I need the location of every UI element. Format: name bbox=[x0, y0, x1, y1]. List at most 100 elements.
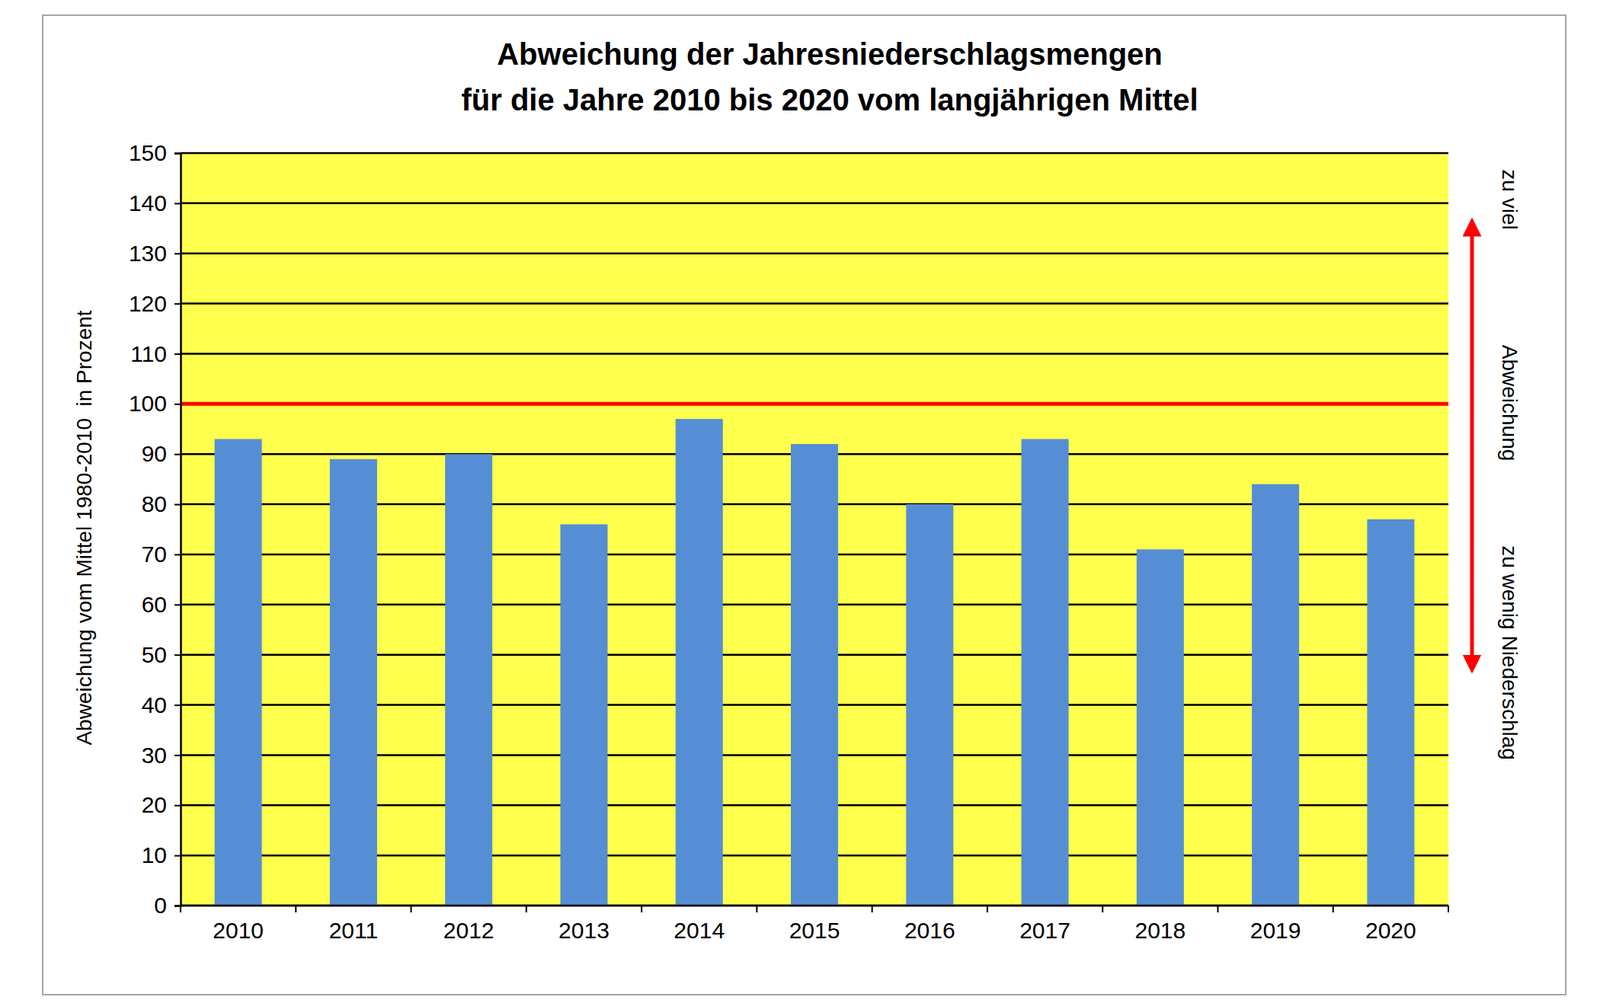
deviation-arrow bbox=[1470, 227, 1475, 665]
y-tick: 40 bbox=[141, 692, 181, 718]
x-tick: 2020 bbox=[1365, 905, 1417, 944]
x-tick-label: 2015 bbox=[789, 918, 841, 944]
y-tick: 80 bbox=[141, 491, 181, 517]
bar bbox=[214, 438, 263, 906]
y-tick-label: 120 bbox=[128, 291, 167, 317]
y-tick: 110 bbox=[130, 341, 181, 367]
y-tick-label: 10 bbox=[141, 842, 167, 868]
grid-line bbox=[180, 403, 1449, 406]
plot-area bbox=[180, 403, 1449, 906]
y-tick-label: 110 bbox=[130, 341, 167, 367]
y-tick-mark bbox=[174, 704, 181, 707]
reference-line bbox=[180, 402, 1449, 407]
annotation: Abweichung bbox=[1497, 345, 1522, 462]
category-separator bbox=[1332, 905, 1335, 913]
category-separator bbox=[640, 905, 643, 913]
x-tick: 2012 bbox=[443, 905, 495, 944]
category-separator bbox=[755, 905, 758, 913]
x-tick: 2016 bbox=[904, 905, 956, 944]
category-separator bbox=[1447, 905, 1450, 913]
y-tick: 130 bbox=[128, 240, 181, 266]
y-tick: 150 bbox=[128, 140, 181, 166]
x-tick: 2014 bbox=[673, 905, 725, 944]
category-separator bbox=[1216, 905, 1219, 913]
grid-line bbox=[180, 152, 1449, 155]
x-tick-label: 2018 bbox=[1134, 918, 1186, 944]
y-tick-label: 80 bbox=[141, 491, 167, 517]
y-tick-mark bbox=[174, 654, 181, 656]
y-tick-label: 140 bbox=[128, 190, 167, 216]
y-tick: 10 bbox=[141, 842, 181, 868]
chart-svg: Abweichung der Jahresniederschlagsmengen… bbox=[0, 0, 1600, 1000]
y-tick-mark bbox=[174, 403, 181, 406]
x-tick-label: 2014 bbox=[673, 918, 725, 944]
chart-title: Abweichung der Jahresniederschlagsmengen… bbox=[460, 37, 1198, 117]
y-tick-mark bbox=[174, 855, 181, 858]
category-separator bbox=[986, 905, 989, 913]
y-tick-label: 50 bbox=[141, 642, 167, 668]
bar bbox=[444, 454, 493, 906]
y-tick-label: 90 bbox=[141, 441, 167, 467]
x-tick-label: 2013 bbox=[558, 918, 610, 944]
x-tick-label: 2011 bbox=[329, 918, 379, 944]
bar bbox=[790, 444, 839, 906]
grid bbox=[180, 153, 1449, 906]
y-tick-mark bbox=[174, 905, 181, 908]
annotation: zu viel bbox=[1497, 169, 1522, 230]
y-tick-mark bbox=[174, 353, 181, 356]
x-tick: 2018 bbox=[1134, 905, 1186, 944]
y-tick-label: 30 bbox=[141, 742, 167, 768]
chart-frame bbox=[42, 15, 1566, 996]
category-separator bbox=[294, 905, 297, 913]
x-tick: 2017 bbox=[1019, 905, 1071, 944]
y-axis-title: Abweichung vom Mittel 1980-2010 in Proze… bbox=[72, 310, 96, 746]
bar bbox=[1251, 484, 1300, 906]
category-separator bbox=[525, 905, 528, 913]
y-tick: 60 bbox=[141, 592, 181, 618]
x-tick-label: 2019 bbox=[1250, 918, 1302, 944]
y-tick: 30 bbox=[141, 742, 181, 768]
y-tick-mark bbox=[174, 303, 181, 305]
y-tick-mark bbox=[174, 805, 181, 807]
x-tick: 2015 bbox=[789, 905, 841, 944]
bar bbox=[675, 419, 724, 906]
annotation: zu wenig Niederschlag bbox=[1497, 545, 1522, 761]
x-tick: 2010 bbox=[212, 905, 264, 944]
x-tick: 2011 bbox=[329, 905, 379, 944]
y-tick-mark bbox=[174, 755, 181, 757]
grid-line bbox=[180, 202, 1449, 205]
y-tick: 50 bbox=[141, 642, 181, 668]
y-tick: 0 bbox=[153, 892, 181, 919]
y-tick: 140 bbox=[128, 190, 181, 216]
y-axis-line bbox=[174, 153, 182, 907]
y-tick-mark bbox=[174, 504, 181, 506]
bar bbox=[1021, 438, 1069, 906]
y-tick-label: 40 bbox=[141, 692, 167, 718]
y-tick-mark bbox=[174, 553, 181, 556]
y-tick: 90 bbox=[141, 441, 181, 467]
x-tick-label: 2016 bbox=[904, 918, 956, 944]
y-axis: 0102030405060708090100110120130140150 bbox=[128, 140, 182, 919]
x-tick-label: 2017 bbox=[1019, 918, 1071, 944]
x-tick: 2019 bbox=[1250, 905, 1302, 944]
y-tick-mark bbox=[174, 604, 181, 606]
y-tick-label: 130 bbox=[128, 240, 167, 266]
x-tick-label: 2010 bbox=[212, 918, 264, 944]
category-separator bbox=[410, 905, 413, 913]
y-tick-label: 150 bbox=[128, 140, 167, 166]
y-tick-label: 70 bbox=[141, 541, 167, 567]
x-axis: 2010 2011 2012 2013 2014 2015 2016 2017 2018 2019… bbox=[180, 905, 1449, 944]
bar bbox=[1366, 519, 1415, 906]
y-tick-mark bbox=[174, 153, 181, 155]
y-tick-mark bbox=[174, 202, 181, 205]
y-tick-mark bbox=[174, 454, 181, 456]
x-tick-label: 2020 bbox=[1365, 918, 1417, 944]
bar bbox=[560, 524, 608, 906]
category-separator bbox=[871, 905, 874, 913]
bar bbox=[1136, 549, 1184, 906]
y-tick-label: 0 bbox=[153, 892, 167, 919]
grid-line bbox=[180, 302, 1449, 305]
bar bbox=[329, 459, 378, 906]
y-tick: 100 bbox=[128, 390, 181, 416]
grid-line bbox=[180, 252, 1449, 255]
